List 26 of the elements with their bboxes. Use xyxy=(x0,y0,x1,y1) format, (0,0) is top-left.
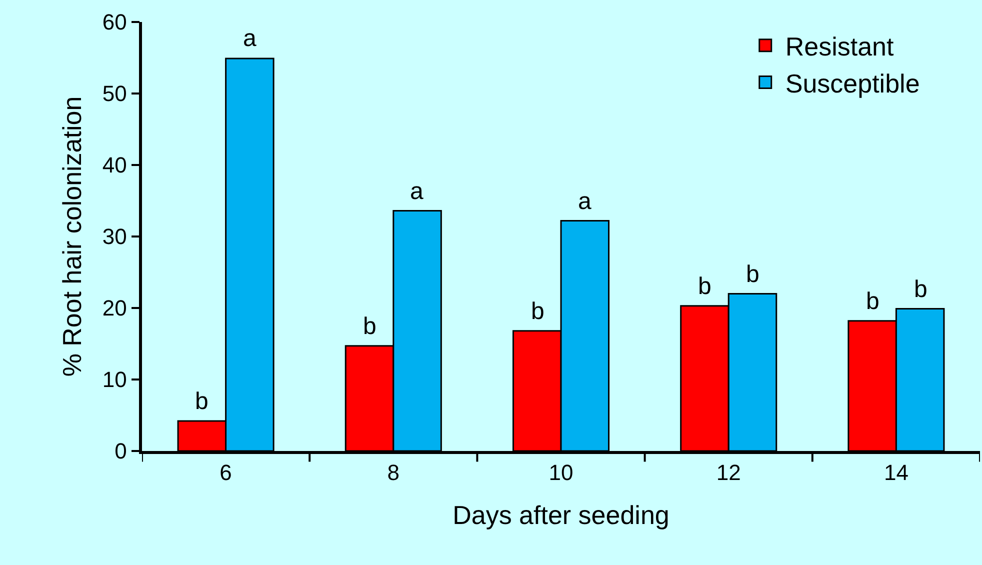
annotation: b xyxy=(746,261,760,288)
x-tick-label: 10 xyxy=(548,460,574,486)
y-tick-label: 20 xyxy=(102,296,127,321)
annotation: b xyxy=(866,288,880,315)
legend-label: Resistant xyxy=(785,32,895,62)
x-axis-title: Days after seeding xyxy=(452,500,670,530)
annotation: a xyxy=(243,25,257,52)
y-tick-label: 60 xyxy=(102,10,127,35)
x-tick-label: 8 xyxy=(387,460,400,486)
y-tick-label: 30 xyxy=(102,224,127,250)
annotation: b xyxy=(363,313,376,340)
annotation: b xyxy=(195,388,208,415)
x-tick-label: 12 xyxy=(716,460,741,486)
annotation: b xyxy=(531,298,544,325)
y-axis-title: % Root hair colonization xyxy=(56,96,87,377)
x-tick-label: 14 xyxy=(884,460,908,486)
annotation: a xyxy=(410,178,424,205)
legend-label: Susceptible xyxy=(785,68,920,98)
x-tick-label: 6 xyxy=(220,460,232,486)
y-tick-label: 40 xyxy=(102,152,127,178)
annotation: b xyxy=(914,276,928,303)
y-tick-label: 0 xyxy=(114,438,127,464)
annotation: a xyxy=(578,188,592,215)
y-tick-label: 10 xyxy=(102,367,127,392)
annotation: b xyxy=(698,273,712,300)
y-tick-label: 50 xyxy=(102,81,127,106)
